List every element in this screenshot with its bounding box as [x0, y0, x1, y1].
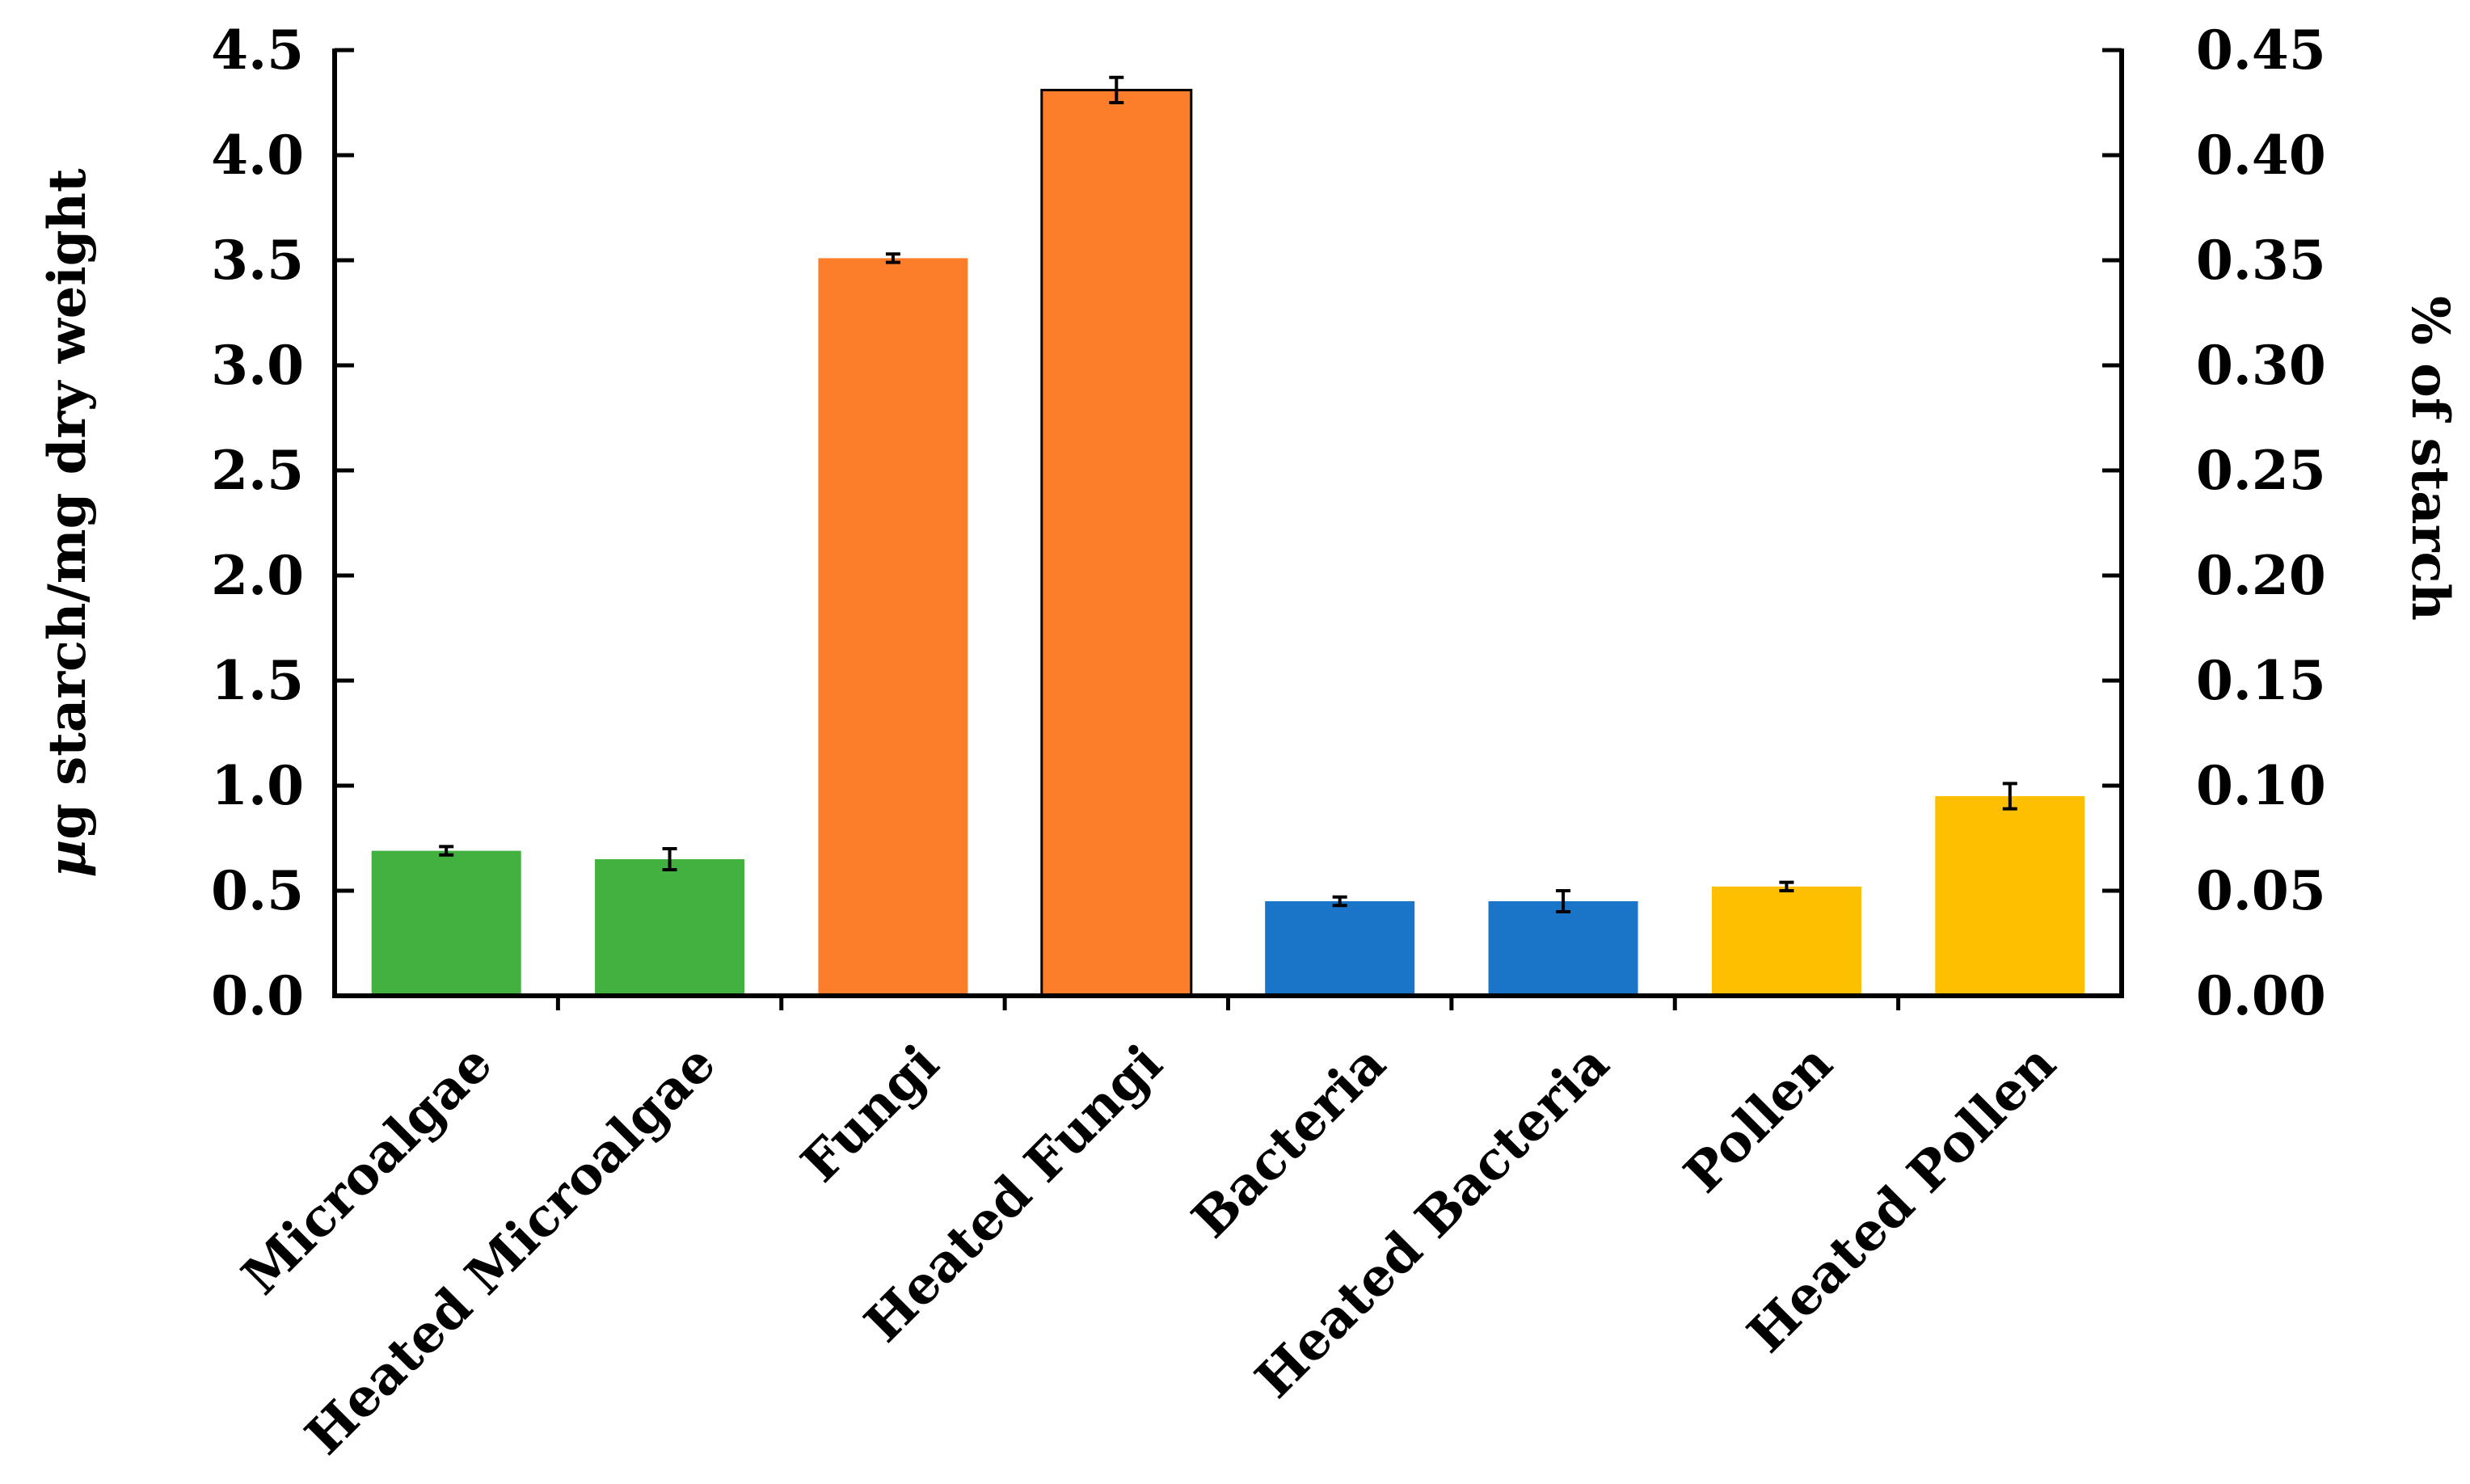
y-tick-label: 1.0 — [211, 754, 304, 817]
y2-tick-label: 0.00 — [2196, 964, 2326, 1027]
y2-tick-label: 0.10 — [2196, 754, 2326, 817]
error-bar-2 — [885, 252, 900, 264]
y2-tick-label: 0.45 — [2196, 19, 2326, 82]
bar-5 — [1488, 901, 1638, 996]
y-axis-title-text: g starch/mg dry weight — [37, 168, 98, 840]
error-bar-5 — [1556, 889, 1571, 913]
bar-2 — [818, 258, 968, 996]
y-tick-label: 2.5 — [211, 439, 304, 502]
category-label: Bacteria — [1181, 1033, 1397, 1250]
error-bar-1 — [662, 847, 677, 871]
y2-tick-label: 0.20 — [2196, 544, 2326, 607]
y2-tick-label: 0.25 — [2196, 439, 2326, 502]
bar-6 — [1711, 886, 1861, 996]
y-axis-title: µg starch/mg dry weight — [37, 168, 98, 878]
bar-7 — [1935, 796, 2085, 996]
error-bar-4 — [1332, 895, 1347, 908]
y-tick-label: 0.5 — [211, 859, 304, 922]
error-bar-3 — [1109, 75, 1124, 104]
y-tick-label: 4.0 — [211, 124, 304, 187]
y2-tick-label: 0.05 — [2196, 859, 2326, 922]
category-label: Fungi — [790, 1033, 950, 1194]
y2-axis-title: % of starch — [2400, 296, 2460, 621]
axes-layer — [332, 48, 2124, 1010]
bars-layer — [371, 88, 2085, 997]
y-tick-label: 3.5 — [211, 229, 304, 292]
y-tick-label: 1.5 — [211, 649, 304, 712]
error-bars-layer — [439, 75, 2017, 913]
category-label: Pollen — [1673, 1033, 1844, 1204]
bar-0 — [371, 850, 521, 996]
bar-3 — [1040, 88, 1193, 997]
error-bar-6 — [1779, 880, 1794, 892]
y-tick-label: 4.5 — [211, 19, 304, 82]
y2-tick-label: 0.30 — [2196, 334, 2326, 397]
error-bar-0 — [439, 845, 454, 857]
y2-tick-label: 0.15 — [2196, 649, 2326, 712]
y2-tick-label: 0.40 — [2196, 124, 2326, 187]
category-label: Heated Microalgae — [294, 1033, 727, 1466]
y-tick-label: 3.0 — [211, 334, 304, 397]
y-axis-title-prefix: µ — [37, 840, 98, 878]
y2-tick-label: 0.35 — [2196, 229, 2326, 292]
y-tick-label: 0.0 — [211, 964, 304, 1027]
bar-1 — [595, 859, 745, 996]
error-bar-7 — [2002, 782, 2017, 811]
ticks-layer: 0.0 0.5 1.0 1.5 2.0 2.5 3.0 3.5 4.0 4.5 0.00 0.05 0.… — [211, 19, 2326, 1027]
bar-4 — [1265, 901, 1415, 996]
y-tick-label: 2.0 — [211, 544, 304, 607]
